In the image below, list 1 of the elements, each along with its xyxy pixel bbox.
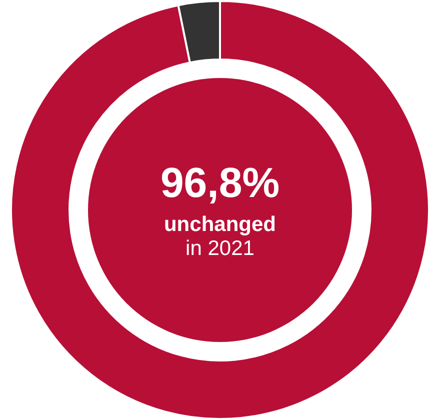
center-disc: 96,8% unchanged in 2021: [88, 78, 352, 342]
